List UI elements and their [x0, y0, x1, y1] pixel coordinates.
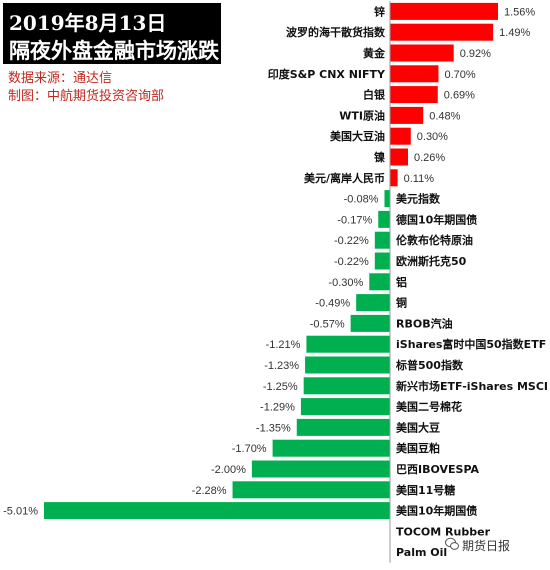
category-label: 镍 — [374, 150, 385, 164]
value-label: -1.29% — [260, 402, 295, 414]
category-label: 波罗的海干散货指数 — [286, 25, 386, 39]
chart-maker-note: 制图：中航期货投资咨询部 — [8, 89, 165, 104]
category-label: 美元/离岸人民币 — [304, 171, 385, 185]
category-label: 美国10年期国债 — [396, 504, 477, 518]
category-label: 新兴市场ETF-iShares MSCI — [396, 379, 548, 393]
bar — [296, 418, 390, 436]
category-label: Palm Oil — [396, 546, 447, 559]
category-label: 锌 — [374, 4, 385, 18]
bar — [300, 398, 390, 416]
bar — [390, 148, 408, 166]
bar — [306, 335, 390, 353]
value-label: -5.01% — [3, 506, 38, 518]
category-label: 铜 — [395, 296, 407, 310]
value-label: -2.00% — [211, 464, 246, 476]
data-source-note: 数据来源：通达信 — [8, 71, 113, 86]
value-label: 0.70% — [444, 69, 475, 81]
value-label: -0.57% — [310, 318, 345, 330]
bar — [232, 481, 390, 499]
title-box: 2019年8月13日 隔夜外盘金融市场涨跌 — [3, 3, 221, 64]
chart-date-title: 2019年8月13日 — [9, 11, 167, 35]
watermark-text: 期货日报 — [462, 539, 511, 553]
bar — [384, 190, 390, 208]
value-label: -1.70% — [232, 443, 267, 455]
value-label: -1.25% — [263, 381, 298, 393]
bar — [369, 273, 390, 291]
category-label: 欧洲斯托克50 — [396, 254, 467, 268]
category-label: 印度S&P CNX NIFTY — [268, 67, 386, 81]
category-label: WTI原油 — [339, 108, 385, 122]
bar — [390, 106, 424, 124]
value-label: 0.69% — [444, 90, 475, 102]
value-label: 0.48% — [429, 110, 460, 122]
chart-title: 隔夜外盘金融市场涨跌 — [9, 38, 219, 63]
wechat-icon — [445, 537, 459, 550]
category-label: 标普500指数 — [395, 358, 464, 372]
bar — [390, 169, 398, 187]
bar — [374, 231, 390, 249]
category-label: 美国11号糖 — [396, 483, 455, 497]
value-label: -0.22% — [334, 256, 369, 268]
value-label: -0.22% — [334, 235, 369, 247]
category-label: 白银 — [363, 88, 386, 102]
value-label: 0.92% — [460, 48, 491, 60]
value-label: -1.23% — [264, 360, 299, 372]
value-label: -0.30% — [328, 277, 363, 289]
bar — [390, 86, 438, 104]
bar — [44, 502, 390, 520]
category-label: 巴西IBOVESPA — [396, 463, 480, 476]
value-label: -0.08% — [344, 194, 379, 206]
value-label: -2.28% — [192, 485, 227, 497]
category-label: 美国豆粕 — [396, 441, 440, 455]
bar — [390, 127, 411, 145]
bar — [350, 314, 390, 332]
value-label: 0.11% — [404, 173, 435, 185]
value-label: -0.49% — [315, 298, 350, 310]
category-label: 美国大豆 — [396, 420, 440, 434]
bar — [390, 65, 439, 83]
bar — [303, 377, 390, 395]
value-label: 0.26% — [414, 152, 445, 164]
bars-group — [44, 2, 498, 520]
bar — [272, 439, 390, 457]
category-label: RBOB汽油 — [396, 316, 453, 330]
value-label: -1.21% — [266, 339, 301, 351]
category-label: TOCOM Rubber — [396, 525, 491, 538]
category-label: 德国10年期国债 — [395, 212, 477, 226]
value-label: 1.49% — [499, 27, 530, 39]
category-label: 伦敦布伦特原油 — [396, 233, 473, 247]
value-label: 0.30% — [417, 131, 448, 143]
value-label: -0.17% — [337, 214, 372, 226]
category-label: 黄金 — [363, 46, 386, 60]
bar — [305, 356, 390, 374]
category-label: 美国二号棉花 — [396, 400, 462, 414]
category-label: iShares富时中国50指数ETF — [396, 337, 546, 351]
labels-group: 锌 1.56% 波罗的海干散货指数 1.49% 黄金 0.92% 印度S&P CNX NIF… — [3, 4, 548, 559]
bar — [251, 460, 390, 478]
category-label: 铝 — [396, 275, 407, 289]
bar — [378, 210, 390, 228]
bar — [390, 2, 498, 20]
value-label: -1.35% — [256, 422, 291, 434]
category-label: 美元指数 — [396, 192, 441, 206]
bar — [390, 44, 454, 62]
category-label: 美国大豆油 — [330, 129, 385, 143]
bar — [390, 23, 494, 41]
value-label: 1.56% — [504, 6, 535, 18]
bar — [374, 252, 390, 270]
bar — [356, 294, 390, 312]
